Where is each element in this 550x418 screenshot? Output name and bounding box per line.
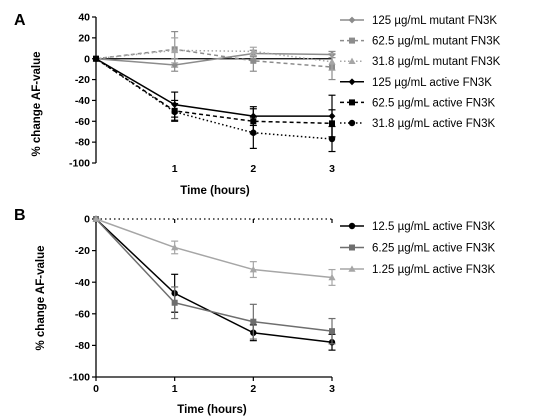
- panel-a-x-axis-label: Time (hours): [180, 185, 250, 197]
- legend-label: 1.25 µg/mL active FN3K: [372, 264, 495, 276]
- panel-b-x-axis-label: Time (hours): [177, 404, 247, 416]
- panel-b-label: B: [14, 207, 26, 224]
- legend-marker: [348, 57, 356, 64]
- legend-item-5: 31.8 µg/mL active FN3K: [340, 118, 495, 130]
- legend-marker: [349, 244, 355, 251]
- series-5: [92, 55, 336, 153]
- y-tick-label: -20: [75, 74, 90, 86]
- legend-item-2: 1.25 µg/mL active FN3K: [340, 264, 495, 276]
- series-0: [92, 49, 336, 72]
- panel-b-chart: B % change AF-value Time (hours) 0 -20 -40…: [14, 207, 495, 416]
- legend-label: 125 µg/mL active FN3K: [372, 77, 492, 89]
- legend-item-1: 62.5 µg/mL mutant FN3K: [340, 36, 501, 48]
- y-tick-label: 20: [78, 32, 90, 44]
- legend-label: 62.5 µg/mL active FN3K: [372, 97, 495, 109]
- panel-b-axes: [92, 218, 333, 381]
- panel-a-axes: [92, 16, 333, 164]
- y-tick-label: -20: [75, 245, 90, 257]
- legend-marker: [349, 37, 355, 44]
- y-tick-label: -100: [69, 158, 90, 170]
- legend-marker: [348, 119, 356, 127]
- series-line: [95, 58, 333, 140]
- legend-item-1: 6.25 µg/mL active FN3K: [340, 243, 495, 255]
- y-tick-label: 0: [84, 53, 90, 65]
- legend-marker: [348, 222, 356, 230]
- data-point: [249, 47, 257, 55]
- legend-marker: [349, 99, 355, 106]
- series-3: [92, 55, 336, 138]
- series-line: [95, 218, 333, 279]
- legend-item-4: 62.5 µg/mL active FN3K: [340, 97, 495, 109]
- panel-b-legend: 12.5 µg/mL active FN3K 6.25 µg/mL active …: [340, 221, 495, 276]
- panel-a-chart: A % change AF-value Time (hours) 40 20 0 -2…: [14, 12, 501, 197]
- series-line: [95, 218, 333, 343]
- data-point: [171, 243, 179, 251]
- panel-a-legend: 125 µg/mL mutant FN3K 62.5 µg/mL mutant F…: [340, 15, 501, 130]
- legend-label: 6.25 µg/mL active FN3K: [372, 243, 495, 255]
- data-point: [250, 57, 257, 64]
- data-point: [92, 215, 100, 222]
- series-line: [95, 52, 333, 66]
- data-point: [250, 129, 257, 136]
- legend-item-0: 12.5 µg/mL active FN3K: [340, 221, 495, 233]
- series-1: [93, 216, 336, 345]
- legend-label: 31.8 µg/mL active FN3K: [372, 118, 495, 130]
- data-point: [171, 299, 178, 306]
- x-tick-label: 2: [250, 163, 256, 175]
- y-tick-label: -80: [75, 137, 90, 149]
- y-tick-label: -40: [75, 277, 90, 289]
- data-point: [171, 108, 178, 116]
- legend-item-3: 125 µg/mL active FN3K: [340, 77, 492, 89]
- data-point: [92, 55, 100, 62]
- panel-b-y-axis-label: % change AF-value: [35, 245, 47, 350]
- data-point: [329, 120, 335, 127]
- series-line: [95, 49, 333, 63]
- series-4: [93, 55, 336, 138]
- legend-label: 125 µg/mL mutant FN3K: [372, 15, 497, 27]
- series-line: [95, 58, 333, 125]
- x-tick-label: 1: [172, 383, 178, 395]
- legend-item-2: 31.8 µg/mL mutant FN3K: [340, 56, 501, 68]
- x-tick-label: 0: [93, 383, 99, 395]
- legend-marker: [348, 265, 356, 272]
- data-point: [328, 135, 336, 143]
- y-tick-label: -60: [75, 116, 90, 128]
- legend-label: 62.5 µg/mL mutant FN3K: [372, 36, 501, 48]
- legend-marker: [348, 78, 356, 86]
- legend-item-0: 125 µg/mL mutant FN3K: [340, 15, 497, 27]
- x-tick-label: 3: [329, 163, 335, 175]
- y-tick-label: -40: [75, 95, 90, 107]
- series-line: [95, 218, 333, 332]
- legend-marker: [348, 16, 356, 24]
- series-line: [95, 58, 332, 117]
- y-tick-label: -100: [69, 372, 90, 384]
- series-2: [92, 215, 336, 286]
- series-0: [92, 215, 336, 351]
- data-point: [328, 273, 336, 281]
- x-tick-label: 3: [329, 383, 335, 395]
- y-tick-label: -60: [75, 308, 90, 320]
- legend-label: 12.5 µg/mL active FN3K: [372, 221, 495, 233]
- y-tick-label: 40: [78, 12, 90, 24]
- panel-a-series: [92, 31, 336, 153]
- y-tick-label: 0: [84, 214, 90, 226]
- panel-a-y-axis-label: % change AF-value: [31, 51, 43, 156]
- data-point: [249, 265, 257, 273]
- panel-a-tick-labels: 40 20 0 -20 -40 -60 -80 -100 1 2 3: [69, 12, 335, 175]
- series-line: [95, 48, 333, 68]
- x-tick-label: 1: [172, 163, 178, 175]
- legend-label: 31.8 µg/mL mutant FN3K: [372, 56, 501, 68]
- data-point: [250, 318, 257, 325]
- series-1: [93, 31, 336, 81]
- data-point: [329, 328, 335, 335]
- panel-a-label: A: [14, 12, 26, 29]
- data-point: [171, 46, 179, 54]
- y-tick-label: -80: [75, 340, 90, 352]
- x-tick-label: 2: [250, 383, 256, 395]
- panel-b-series: [92, 215, 336, 351]
- data-point: [328, 58, 336, 65]
